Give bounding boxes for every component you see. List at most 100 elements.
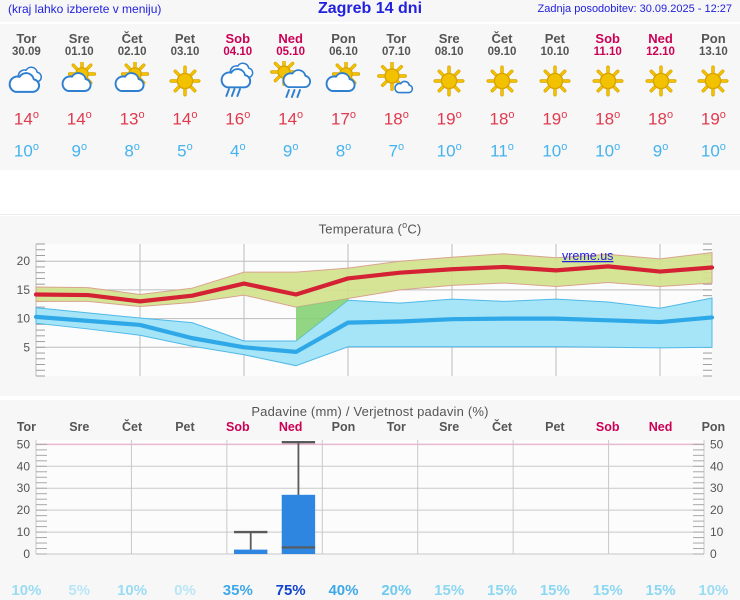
min-temp-value: 7o <box>388 140 405 161</box>
min-temp-value: 10o <box>542 140 568 161</box>
weather-icon-cell-12 <box>634 59 687 101</box>
precipitation-chart-title: Padavine (mm) / Verjetnost padavin (%) <box>251 404 489 419</box>
max-temperature-row: 14o 14o 13o 14o 16o 14o 17o 18o 19o 18o 19o 18o 18o 1… <box>0 101 740 134</box>
min-temp-cell-9: 11o <box>476 134 529 165</box>
weather-icon-row <box>0 59 740 101</box>
precipitation-probability-row: 10% 5% 10% 0% 35% 75% 40% 20% 15% 15% 15% 15% 15% 10% <box>0 582 740 599</box>
precipitation-probability-4: 35% <box>222 582 253 599</box>
weather-icon-cell-3 <box>159 59 212 101</box>
precipitation-probability-9: 15% <box>487 582 518 599</box>
max-temp-value: 18o <box>648 109 674 129</box>
day-date: 02.10 <box>117 46 147 58</box>
max-temp-cell-9: 18o <box>476 101 529 134</box>
precipitation-probability-8: 15% <box>434 582 465 599</box>
day-date: 05.10 <box>276 46 306 58</box>
weather-icon-cell-4 <box>211 59 264 101</box>
min-temp-value: 9o <box>71 140 88 161</box>
min-temp-value: 10o <box>13 140 39 161</box>
last-updated-label: Zadnja posodobitev: 30.09.2025 - 12:27 <box>537 3 732 15</box>
min-temp-cell-4: 4o <box>211 134 264 165</box>
separator-band <box>0 170 740 216</box>
day-date: 12.10 <box>646 46 675 58</box>
precipitation-day-label-6: Pon <box>331 420 356 434</box>
precipitation-day-label-1: Sre <box>69 420 90 434</box>
day-header-6: Pon 06.10 <box>317 24 370 59</box>
max-temp-cell-10: 19o <box>528 101 581 134</box>
max-temp-cell-3: 14o <box>159 101 212 134</box>
svg-text:10: 10 <box>710 525 724 539</box>
day-name: Tor <box>16 31 37 46</box>
max-temp-cell-0: 14o <box>0 101 53 134</box>
max-temp-value: 17o <box>330 109 356 129</box>
max-temp-cell-13: 19o <box>687 101 740 134</box>
min-temp-value: 10o <box>436 140 462 161</box>
min-temp-cell-11: 10o <box>581 134 634 165</box>
min-temp-cell-0: 10o <box>0 134 53 165</box>
sunny-icon <box>528 61 581 101</box>
precipitation-probability-5: 75% <box>275 582 306 599</box>
page-title: Zagreb 14 dni <box>317 0 423 17</box>
max-temp-cell-12: 18o <box>634 101 687 134</box>
divider-line <box>0 214 740 215</box>
precipitation-day-label-8: Sre <box>439 420 460 434</box>
day-header-5: Ned 05.10 <box>264 24 317 59</box>
day-name: Čet <box>121 31 143 46</box>
day-date: 30.09 <box>12 46 41 58</box>
min-temp-cell-3: 5o <box>159 134 212 165</box>
day-date: 10.10 <box>540 46 570 58</box>
precipitation-probability-0: 10% <box>11 582 42 599</box>
day-name: Sob <box>595 31 620 46</box>
precipitation-probability-11: 15% <box>592 582 623 599</box>
precipitation-day-label-13: Pon <box>701 420 726 434</box>
weather-icon-cell-6 <box>317 59 370 101</box>
precipitation-day-label-2: Čet <box>122 420 143 434</box>
max-temp-cell-7: 18o <box>370 101 423 134</box>
min-temp-value: 4o <box>230 140 246 161</box>
max-temp-cell-5: 14o <box>264 101 317 134</box>
svg-text:vreme.us: vreme.us <box>562 249 613 263</box>
day-header-0: Tor 30.09 <box>0 24 53 59</box>
celsius-unit: C) <box>407 221 422 237</box>
day-name: Sob <box>225 31 251 46</box>
max-temp-value: 18o <box>489 109 515 129</box>
weather-icon-cell-2 <box>106 59 159 101</box>
svg-text:20: 20 <box>710 503 724 517</box>
svg-text:30: 30 <box>710 481 724 495</box>
precipitation-day-label-11: Sob <box>595 420 620 434</box>
max-temp-cell-8: 19o <box>423 101 476 134</box>
day-header-2: Čet 02.10 <box>106 24 159 59</box>
svg-text:30: 30 <box>17 481 31 495</box>
precipitation-probability-10: 15% <box>539 582 570 599</box>
weather-icon-cell-13 <box>687 59 740 101</box>
min-temp-value: 11o <box>490 140 514 161</box>
day-name: Pon <box>331 31 356 46</box>
day-name: Ned <box>648 31 673 46</box>
day-name: Sre <box>68 31 90 46</box>
day-date: 13.10 <box>699 46 728 58</box>
max-temp-value: 14o <box>13 109 39 129</box>
svg-text:50: 50 <box>17 437 31 451</box>
day-date: 01.10 <box>64 46 94 58</box>
min-temp-value: 8o <box>124 140 140 161</box>
day-name: Pet <box>544 31 565 46</box>
degree-symbol: o <box>402 220 408 230</box>
min-temp-cell-8: 10o <box>423 134 476 165</box>
partly-sunny-icon <box>317 61 370 101</box>
day-date: 04.10 <box>223 46 253 58</box>
precipitation-probability-3: 0% <box>174 582 196 599</box>
sunny-icon <box>581 61 634 101</box>
max-temp-value: 16o <box>225 109 251 129</box>
precipitation-day-label-7: Tor <box>386 420 406 434</box>
precipitation-day-label-10: Pet <box>545 420 565 434</box>
page-header: (kraj lahko izberete v meniju) Zagreb 14… <box>0 0 740 22</box>
temperature-chart-title-text: Temperatura ( <box>318 221 403 237</box>
max-temp-value: 18o <box>595 109 621 129</box>
day-name: Tor <box>386 31 407 46</box>
svg-text:10: 10 <box>17 525 31 539</box>
max-temp-cell-1: 14o <box>53 101 106 134</box>
precipitation-probability-7: 20% <box>381 582 412 599</box>
precipitation-probability-12: 15% <box>645 582 676 599</box>
day-header-4: Sob 04.10 <box>211 24 264 59</box>
weather-icon-cell-11 <box>581 59 634 101</box>
max-temp-value: 14o <box>66 109 92 129</box>
